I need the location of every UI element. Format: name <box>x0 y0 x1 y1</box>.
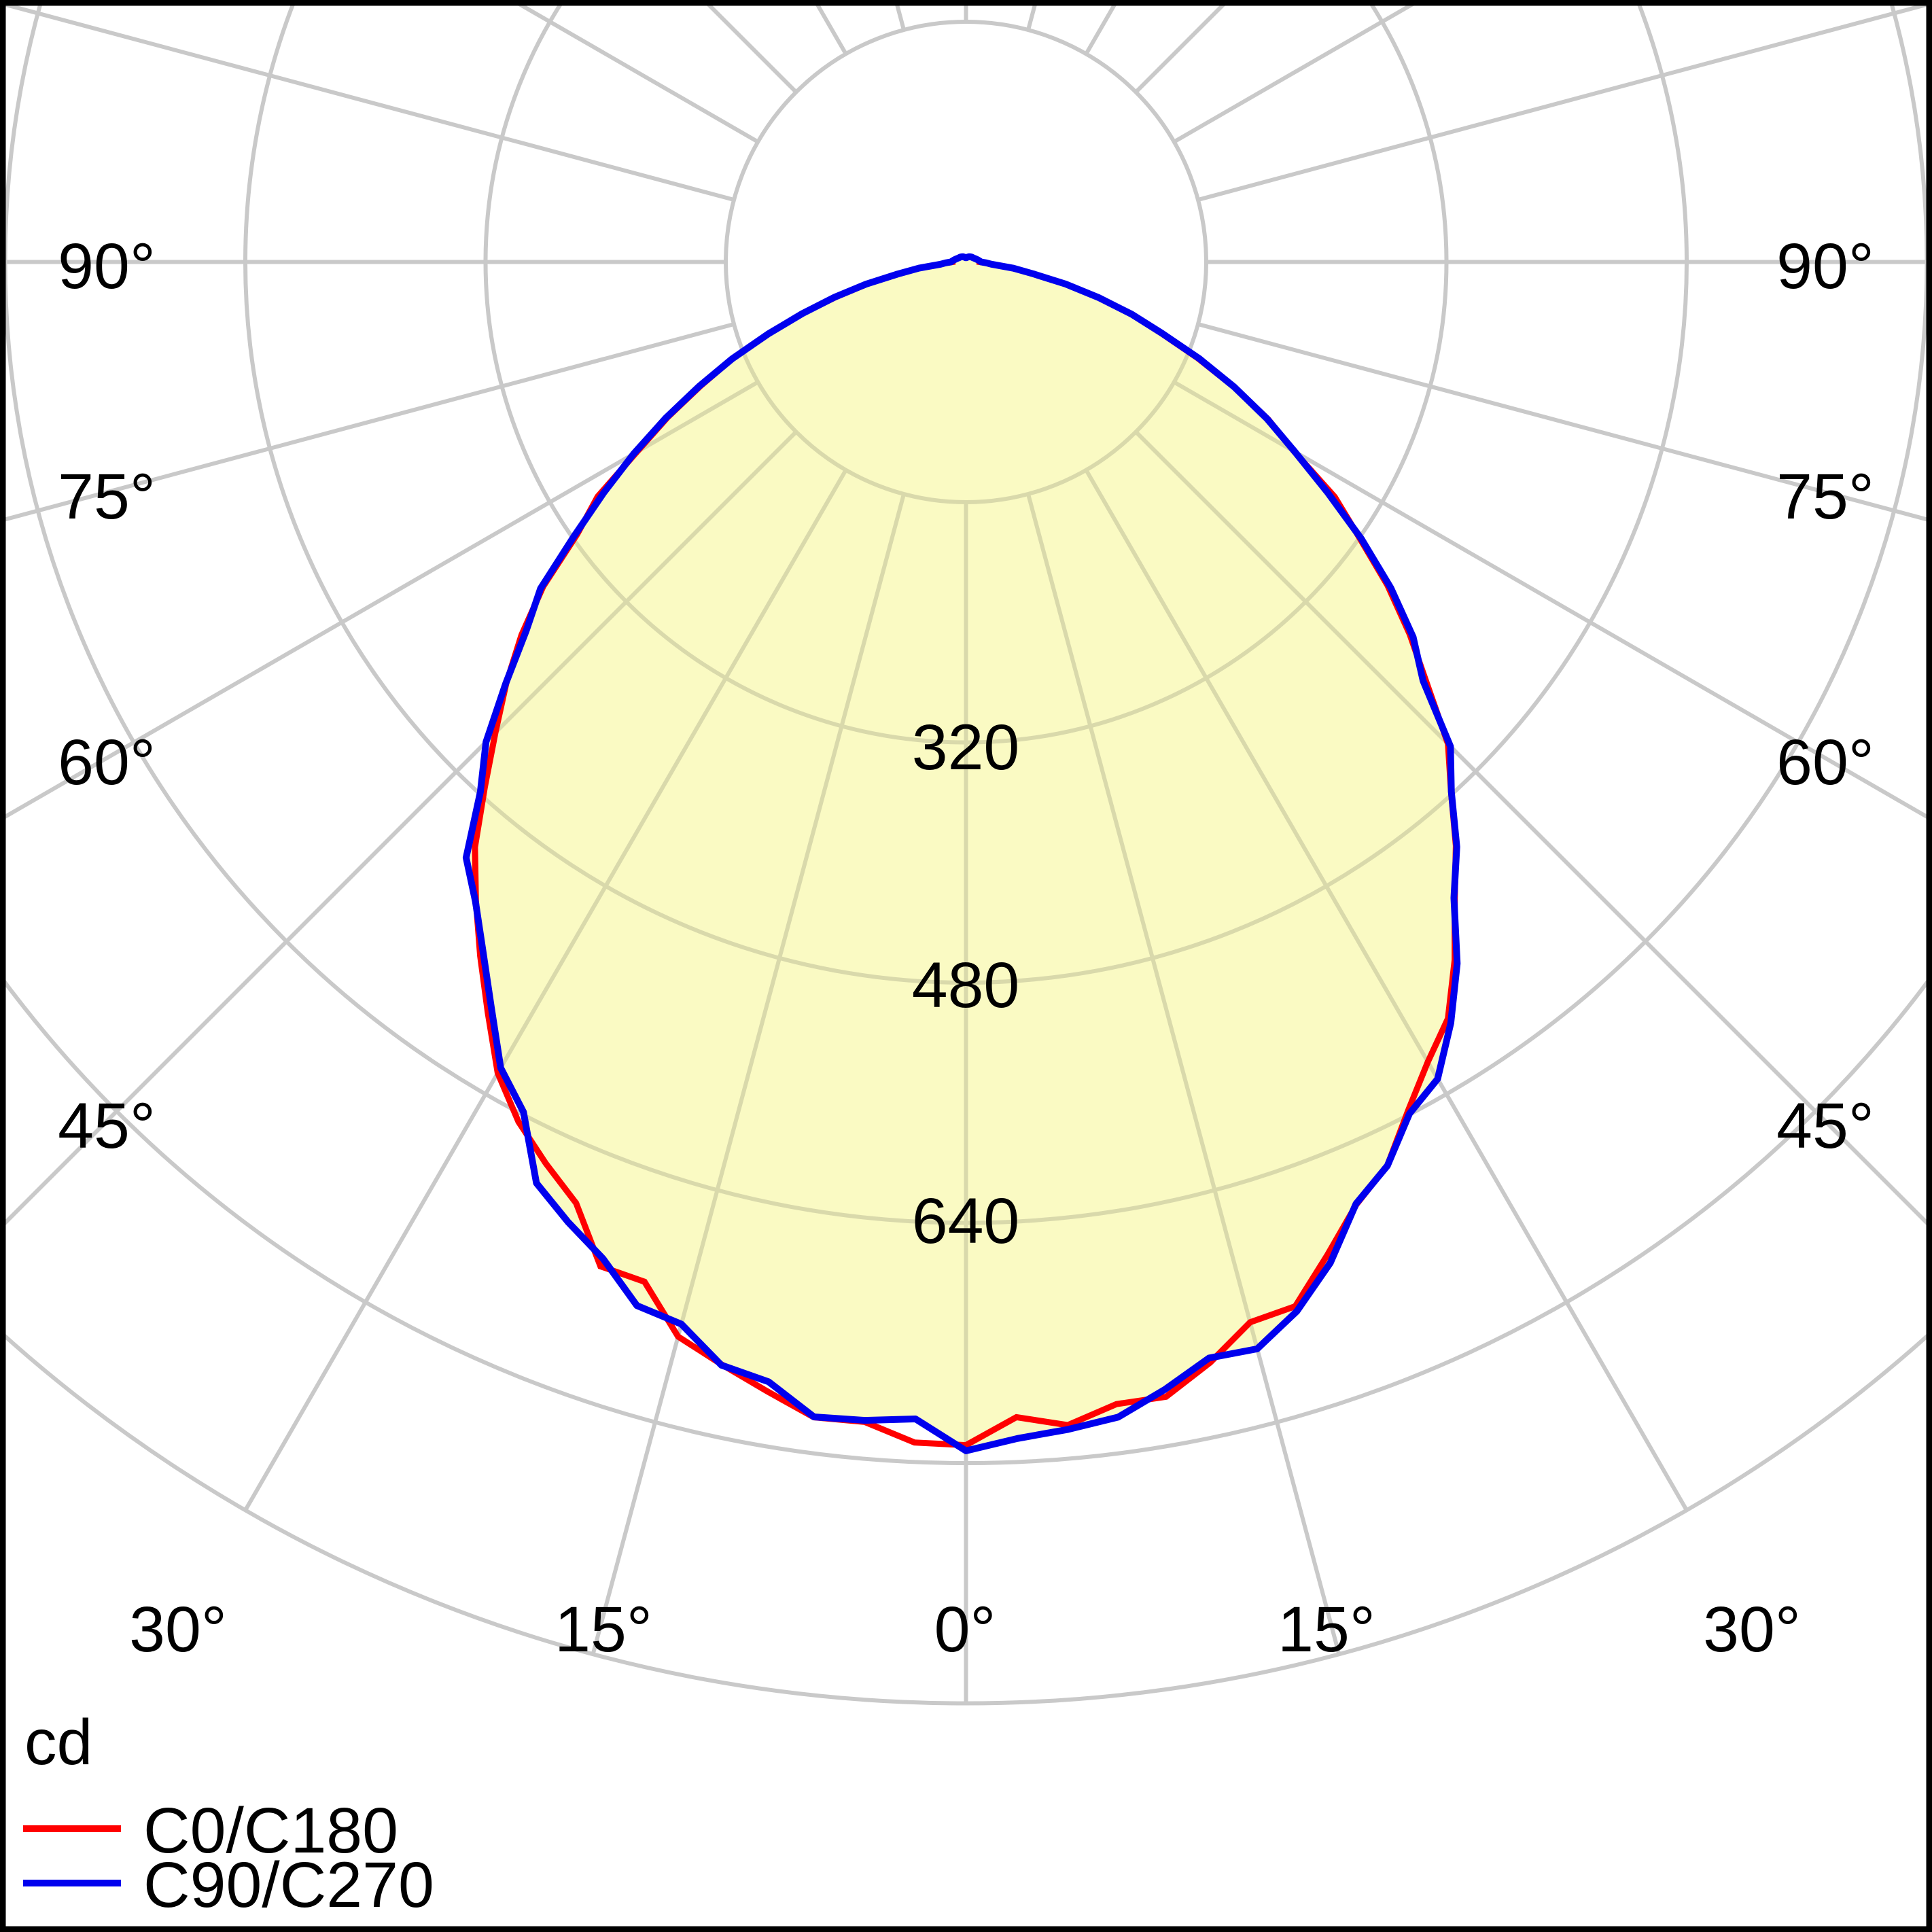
angle-label-left-60: 60° <box>58 726 156 798</box>
generated-chart-layers <box>0 0 1932 1705</box>
angle-labels-left: 90° 75° 60° 45° <box>58 230 156 1162</box>
curve-c90-c270 <box>462 253 1461 1454</box>
legend: cd C0/C180 C90/C270 <box>23 1706 434 1921</box>
angle-label-right-90: 90° <box>1776 230 1874 302</box>
angle-label-right-75: 75° <box>1776 461 1874 533</box>
legend-unit-label: cd <box>24 1706 92 1778</box>
angle-label-bottom-0: 0° <box>934 1594 996 1666</box>
legend-label-c0-c180: C0/C180 <box>143 1795 398 1867</box>
ring-label-320: 320 <box>912 712 1020 784</box>
intensity-lobe-fill <box>466 256 1458 1451</box>
angle-labels-right: 90° 75° 60° 45° <box>1776 230 1874 1162</box>
angle-label-right-45: 45° <box>1776 1090 1874 1162</box>
angle-label-left-45: 45° <box>58 1090 156 1162</box>
angle-label-bottom-right-15: 15° <box>1278 1594 1375 1666</box>
angle-label-left-90: 90° <box>58 230 156 302</box>
angle-labels-bottom: 30° 15° 0° 15° 30° <box>129 1594 1801 1666</box>
angle-label-right-60: 60° <box>1776 726 1874 798</box>
legend-label-c90-c270: C90/C270 <box>143 1849 434 1921</box>
ring-label-640: 640 <box>912 1185 1020 1257</box>
ring-label-480: 480 <box>912 949 1020 1021</box>
angle-label-left-75: 75° <box>58 461 156 533</box>
angle-label-bottom-left-15: 15° <box>555 1594 652 1666</box>
ring-value-labels: 320 480 640 <box>912 712 1020 1257</box>
angle-label-bottom-left-30: 30° <box>129 1594 227 1666</box>
angle-label-bottom-right-30: 30° <box>1703 1594 1801 1666</box>
